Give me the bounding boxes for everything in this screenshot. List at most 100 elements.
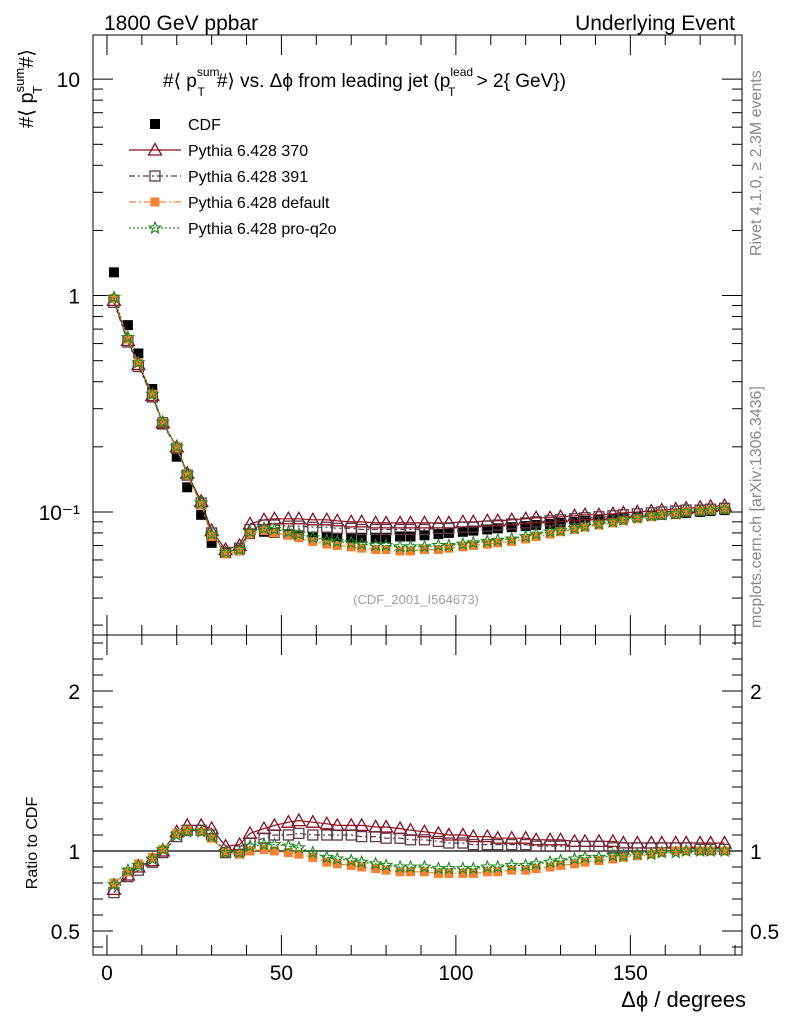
- ratio-point-p370: [242, 825, 258, 840]
- main-point-p370: [542, 509, 558, 524]
- ratio-point-pdefault: [235, 849, 245, 859]
- ratio-point-pq2o: [703, 843, 718, 858]
- main-point-p370: [455, 514, 471, 528]
- main-point-pq2o: [490, 532, 505, 547]
- main-point-pq2o: [692, 503, 708, 518]
- ratio-point-pdefault: [133, 859, 143, 869]
- main-point-pq2o: [194, 495, 209, 510]
- ratio-point-pq2o: [344, 853, 359, 867]
- ratio-point-pq2o: [577, 849, 593, 864]
- main-point-pq2o: [455, 536, 471, 551]
- main-point-p370: [329, 512, 345, 527]
- main-point-pdefault: [269, 528, 279, 538]
- legend-marker-pq2o: [147, 220, 163, 235]
- main-point-p370: [291, 510, 307, 525]
- ratio-point-pdefault: [482, 867, 492, 877]
- main-point-pq2o: [480, 534, 495, 548]
- main-ylabel: #⟨ psum T #⟩: [12, 49, 45, 128]
- x-axis-label: Δϕ / degrees: [621, 987, 746, 1012]
- ratio-point-pdefault: [123, 867, 133, 877]
- ratio-point-pdefault: [371, 864, 381, 874]
- ratio-point-p370: [552, 831, 569, 846]
- main-point-cdf: [370, 532, 381, 543]
- ratio-point-pq2o: [403, 859, 418, 874]
- main-point-pq2o: [281, 524, 296, 538]
- ratio-point-pq2o: [591, 849, 607, 864]
- main-point-pq2o: [528, 526, 544, 541]
- x-tick-label: 150: [613, 962, 648, 985]
- main-point-cdf: [206, 537, 217, 548]
- main-point-pq2o: [218, 544, 233, 559]
- main-y-tick-label: 10⁻¹: [39, 502, 80, 525]
- ratio-point-pdefault: [346, 860, 356, 870]
- main-title-prefix: #⟨ p: [163, 71, 197, 92]
- x-tick-label: 50: [270, 962, 293, 985]
- ratio-point-pdefault: [196, 827, 206, 837]
- main-point-cdf: [405, 531, 416, 542]
- ratio-point-p370: [430, 825, 447, 840]
- ratio-y-tick-label: 1: [68, 841, 80, 864]
- main-point-pq2o: [616, 512, 631, 526]
- main-point-pq2o: [354, 536, 369, 551]
- ratio-y-tick-labels: 0.5 0.5 1 1 2 2: [51, 681, 779, 944]
- main-title-sub-t2: T: [448, 85, 456, 99]
- main-point-pdefault: [322, 539, 332, 549]
- main-point-pq2o: [155, 414, 170, 429]
- ratio-point-p391: [506, 838, 518, 851]
- ratio-point-pq2o: [368, 856, 383, 870]
- ratio-point-pdefault: [458, 868, 468, 878]
- ratio-point-pq2o: [654, 845, 669, 859]
- main-point-p370: [392, 515, 408, 529]
- ratio-point-pq2o: [518, 857, 533, 872]
- main-point-cdf: [332, 532, 343, 543]
- ratio-point-pdefault: [245, 846, 255, 856]
- legend: CDF Pythia 6.428 370 Pythia 6.428 391 Pythi…: [129, 117, 337, 238]
- ratio-point-p391: [617, 842, 630, 854]
- ratio-point-pq2o: [417, 859, 432, 874]
- header-left: 1800 GeV ppbar: [104, 12, 258, 35]
- ratio-point-pdefault: [671, 846, 681, 856]
- main-point-cdf: [482, 524, 493, 535]
- legend-item-pdefault: Pythia 6.428 default: [129, 195, 330, 212]
- main-point-pdefault: [294, 533, 304, 543]
- ratio-point-p391: [530, 840, 542, 852]
- ratio-point-p370: [465, 828, 481, 843]
- main-point-pq2o: [106, 289, 122, 304]
- main-point-pq2o: [319, 532, 334, 547]
- main-point-pdefault: [172, 443, 182, 453]
- main-point-pq2o: [654, 507, 669, 521]
- main-point-cdf: [182, 482, 193, 493]
- main-point-pq2o: [305, 530, 320, 544]
- legend-marker-p370: [147, 142, 163, 156]
- ratio-point-pq2o: [504, 857, 519, 872]
- ratio-point-pdefault: [570, 859, 580, 869]
- main-point-pq2o: [180, 466, 195, 480]
- main-point-pdefault: [221, 549, 231, 559]
- ratio-point-pq2o: [679, 843, 694, 858]
- ratio-frame: [92, 634, 743, 956]
- ratio-point-pq2o: [553, 853, 568, 867]
- main-point-cdf: [468, 525, 479, 536]
- main-series-pq2o: [106, 289, 732, 559]
- legend-marker-cdf: [150, 119, 160, 129]
- main-point-pq2o: [703, 502, 718, 517]
- main-ylabel-sup: sum: [12, 68, 27, 93]
- ratio-y-tick-label-right: 1: [750, 841, 762, 864]
- ratio-point-pq2o: [291, 840, 307, 854]
- main-point-p391: [404, 523, 417, 536]
- ratio-point-pq2o: [490, 859, 505, 874]
- ratio-point-pq2o: [218, 845, 233, 859]
- ratio-point-pq2o: [131, 857, 146, 872]
- x-tick-labels: 0 50 100 150: [101, 962, 648, 985]
- main-point-p391: [492, 519, 504, 531]
- main-point-pq2o: [668, 506, 683, 520]
- legend-item-pq2o: Pythia 6.428 pro-q2o: [129, 220, 337, 238]
- ratio-point-p370: [504, 830, 520, 844]
- ratio-point-pdefault: [632, 851, 642, 861]
- legend-label-p391: Pythia 6.428 391: [188, 169, 308, 186]
- ratio-point-pdefault: [332, 859, 342, 869]
- main-point-pdefault: [283, 530, 293, 540]
- main-point-pq2o: [504, 531, 519, 546]
